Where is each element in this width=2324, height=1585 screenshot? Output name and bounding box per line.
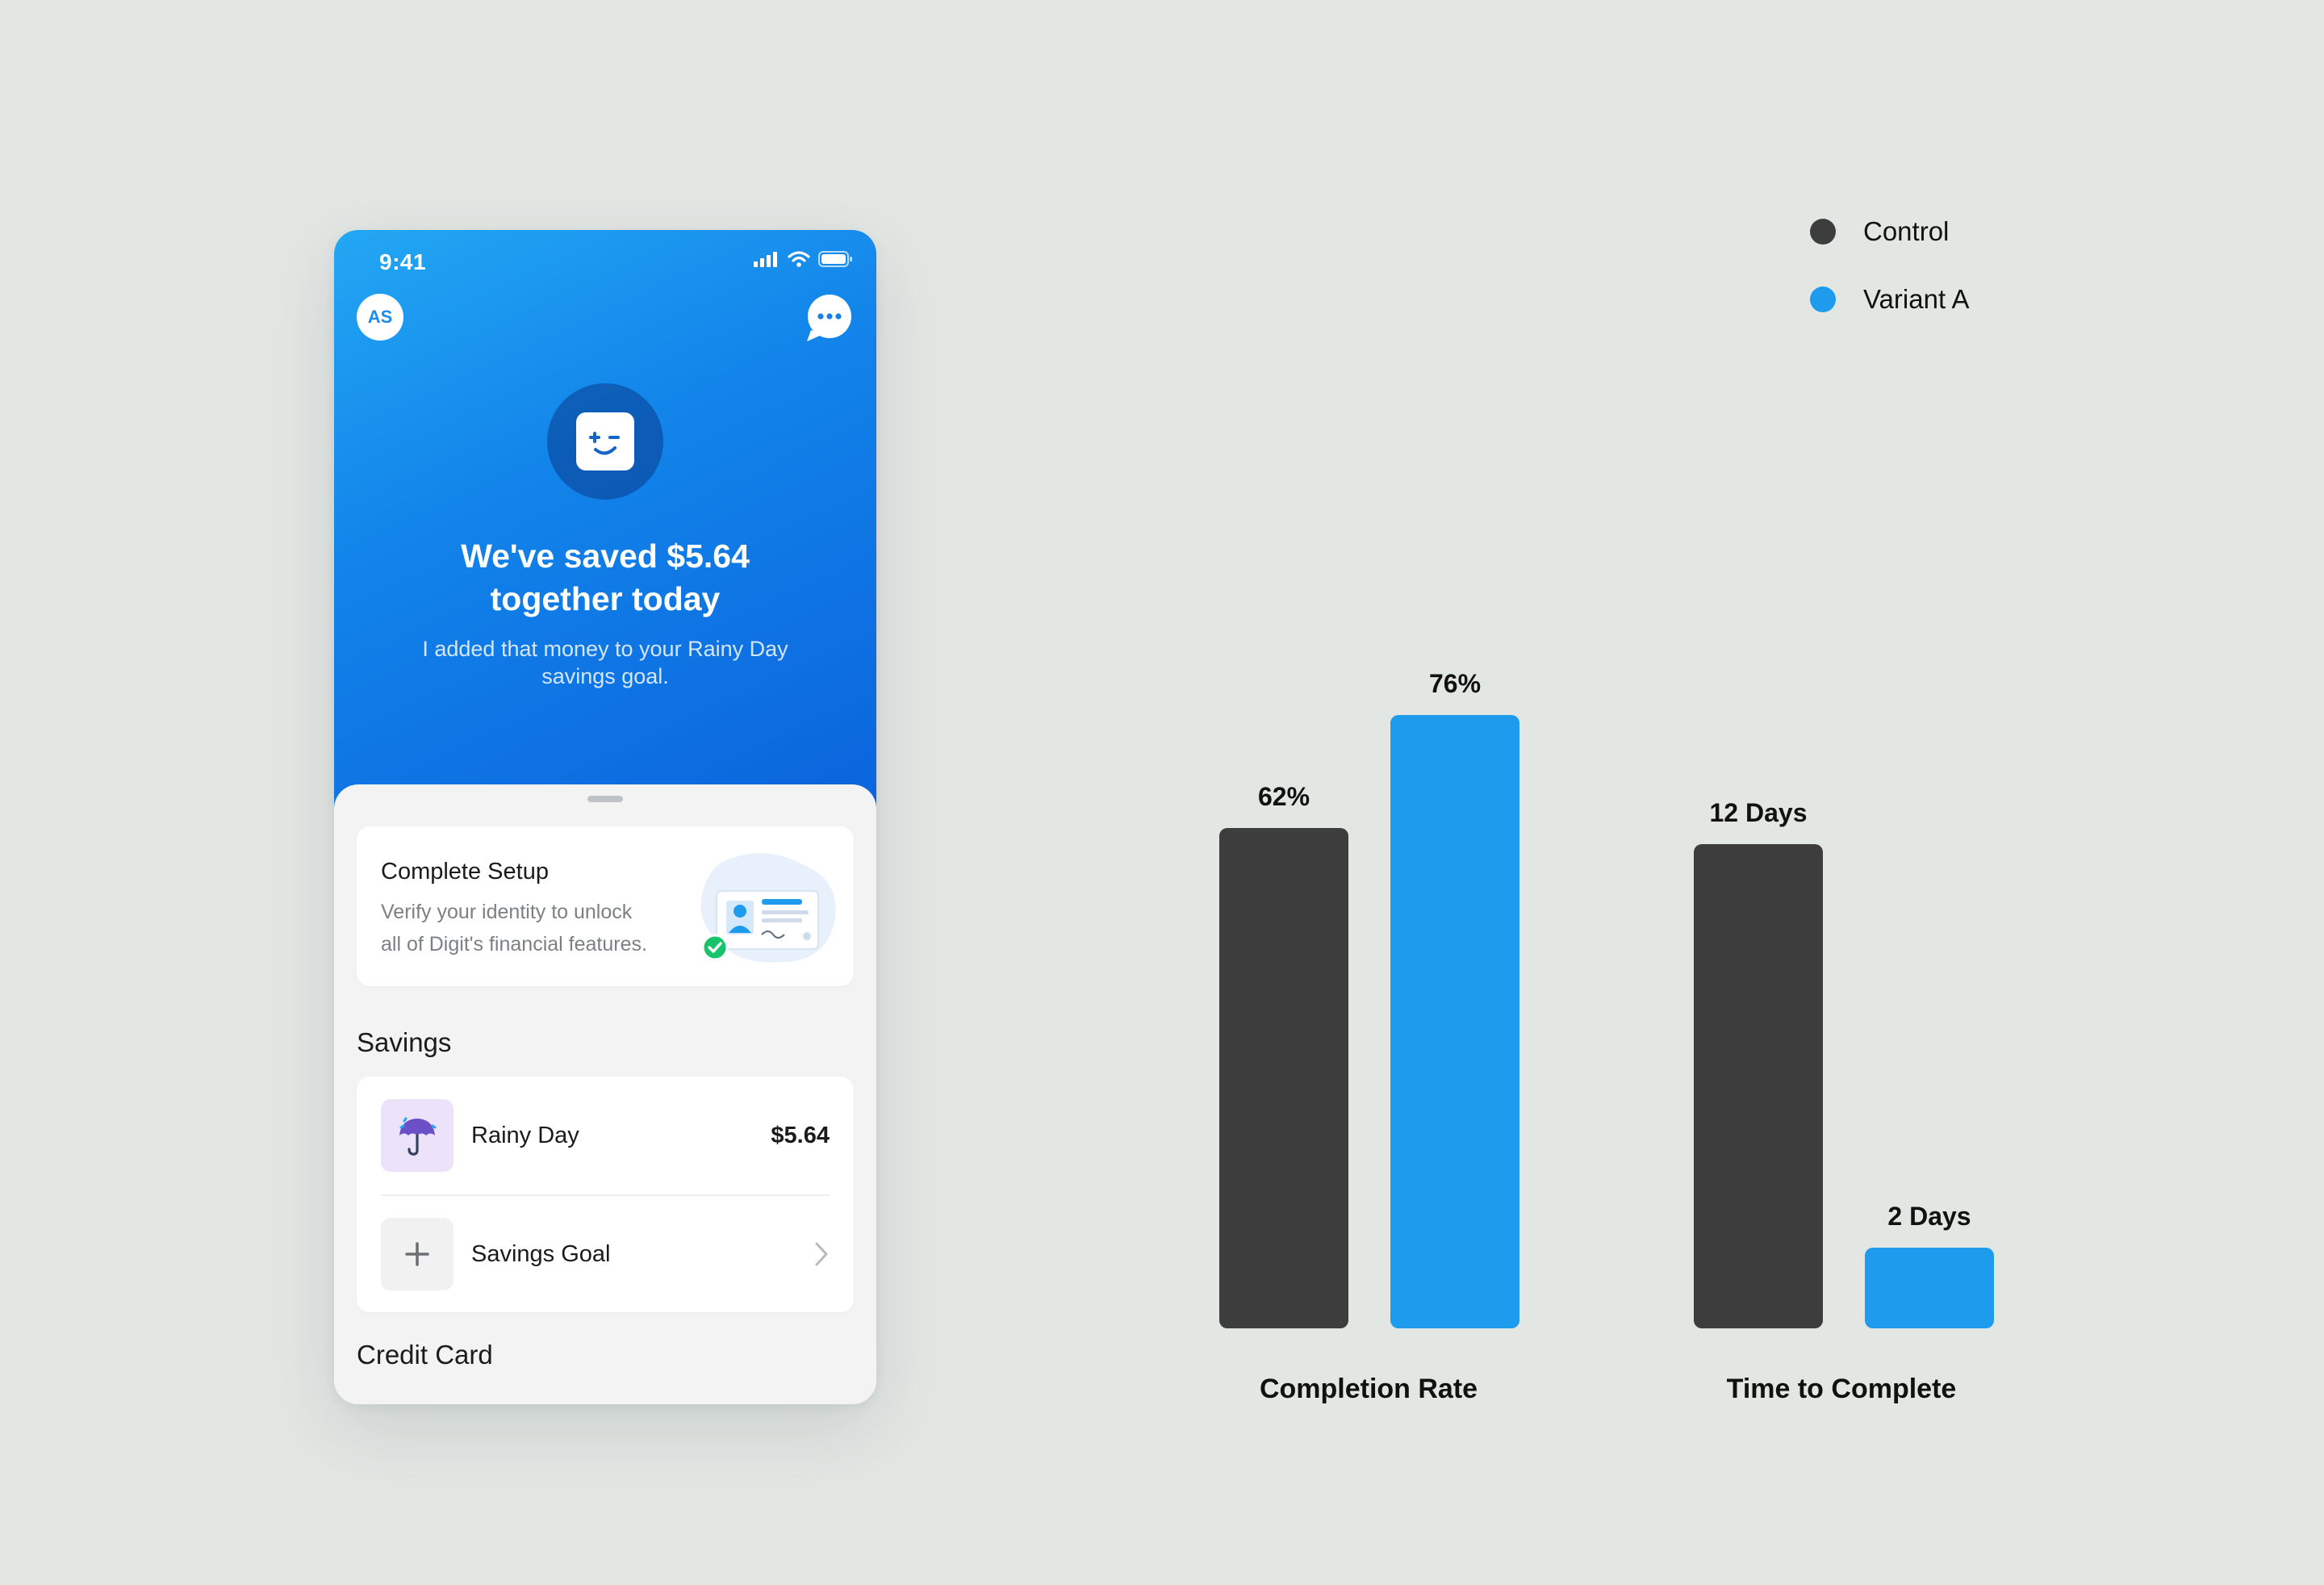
data-label: 76%	[1429, 669, 1481, 698]
setup-desc-line2: all of Digit's financial features.	[381, 933, 647, 956]
chevron-right-icon	[815, 1242, 828, 1266]
hero-title: We've saved $5.64 together today	[334, 535, 876, 621]
savings-item-label: Savings Goal	[471, 1241, 611, 1267]
category-label: Time to Complete	[1727, 1374, 1957, 1404]
phone-mockup: 9:41 AS	[334, 230, 876, 1404]
bar-completion-rate-control	[1219, 828, 1348, 1328]
signal-icon	[754, 252, 777, 267]
legend-item-variant-a: Variant A	[1810, 284, 1969, 315]
status-time: 9:41	[379, 249, 427, 274]
umbrella-icon	[381, 1099, 454, 1172]
legend-label-variant-a: Variant A	[1863, 284, 1970, 314]
hero-title-line1: We've saved $5.64	[461, 537, 750, 575]
legend-label-control: Control	[1863, 216, 1950, 246]
winking-face-icon	[576, 412, 634, 470]
battery-icon	[818, 251, 852, 267]
bottom-sheet[interactable]: Complete Setup Verify your identity to u…	[334, 784, 876, 1404]
savings-row-add-goal[interactable]: Savings Goal	[381, 1218, 830, 1290]
complete-setup-card[interactable]: Complete Setup Verify your identity to u…	[357, 826, 854, 986]
setup-card-title: Complete Setup	[381, 859, 549, 885]
credit-card-section-title: Credit Card	[357, 1340, 493, 1370]
setup-card-description: Verify your identity to unlock all of Di…	[381, 896, 688, 960]
hero-panel: 9:41 AS	[334, 230, 876, 819]
bar-completion-rate-variant-a	[1390, 715, 1519, 1328]
plus-icon	[381, 1218, 454, 1290]
hero-title-line2: together today	[490, 580, 721, 617]
savings-item-amount: $5.64	[771, 1123, 830, 1148]
data-label: 12 Days	[1710, 798, 1808, 827]
chat-bubble-icon	[807, 295, 851, 341]
row-divider	[381, 1194, 830, 1196]
bar-time-to-complete-variant-a	[1865, 1248, 1994, 1328]
legend-item-control: Control	[1810, 216, 1949, 247]
savings-section-title: Savings	[357, 1027, 452, 1057]
status-icons	[754, 251, 852, 267]
chat-button[interactable]	[804, 293, 854, 343]
setup-desc-line1: Verify your identity to unlock	[381, 901, 633, 923]
sheet-drag-handle[interactable]	[587, 796, 623, 802]
data-label: 2 Days	[1887, 1202, 1971, 1231]
legend-dot-variant-a	[1810, 286, 1836, 312]
bar-time-to-complete-control	[1694, 844, 1823, 1328]
hero-subtitle: I added that money to your Rainy Day sav…	[422, 637, 788, 688]
digit-bot-avatar	[547, 383, 663, 500]
id-card-illustration	[700, 853, 836, 963]
data-label: 62%	[1258, 782, 1310, 811]
category-label: Completion Rate	[1260, 1374, 1478, 1404]
wifi-icon	[788, 251, 810, 267]
savings-item-label: Rainy Day	[471, 1123, 579, 1148]
legend-dot-control	[1810, 219, 1836, 245]
savings-card: Rainy Day $5.64 Savings Goal	[357, 1077, 854, 1312]
savings-row-rainy-day[interactable]: Rainy Day $5.64	[381, 1099, 830, 1172]
avatar[interactable]: AS	[357, 294, 403, 341]
